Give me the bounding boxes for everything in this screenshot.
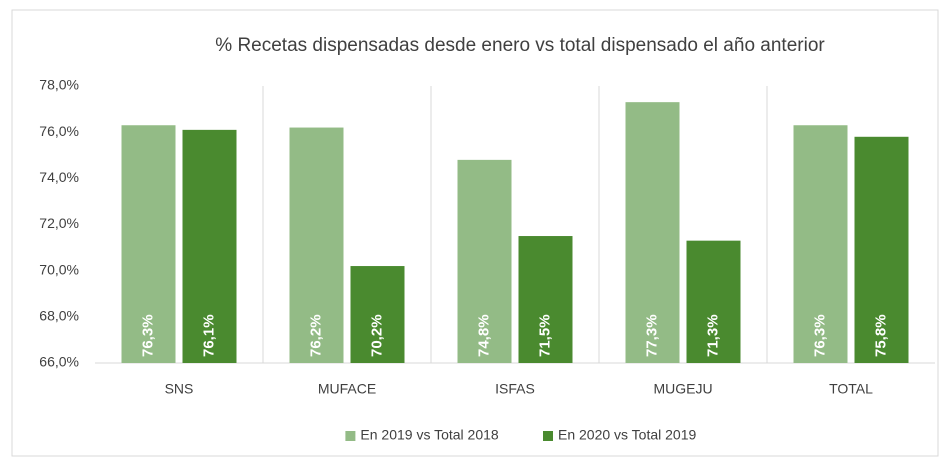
legend-label: En 2020 vs Total 2019 xyxy=(558,427,697,443)
bar xyxy=(350,266,405,363)
data-label: 70,2% xyxy=(368,314,385,357)
bar xyxy=(457,159,512,363)
bar xyxy=(793,125,848,363)
bar xyxy=(121,125,176,363)
x-tick-label: TOTAL xyxy=(829,381,873,397)
x-tick-label: MUGEJU xyxy=(653,381,712,397)
y-tick-label: 76,0% xyxy=(39,123,79,139)
data-label: 76,3% xyxy=(811,314,828,357)
legend-swatch xyxy=(543,431,553,441)
bar xyxy=(518,236,573,363)
data-label: 76,1% xyxy=(200,314,217,357)
y-tick-label: 78,0% xyxy=(39,77,79,93)
x-tick-label: MUFACE xyxy=(318,381,376,397)
x-tick-label: ISFAS xyxy=(495,381,535,397)
y-tick-label: 68,0% xyxy=(39,308,79,324)
bar xyxy=(854,136,909,363)
chart-title: % Recetas dispensadas desde enero vs tot… xyxy=(215,35,825,56)
bar xyxy=(182,129,237,363)
data-label: 75,8% xyxy=(872,314,889,357)
y-tick-label: 72,0% xyxy=(39,215,79,231)
data-label: 71,5% xyxy=(536,314,553,357)
y-tick-label: 66,0% xyxy=(39,354,79,370)
bar xyxy=(625,102,680,364)
x-tick-label: SNS xyxy=(165,381,194,397)
data-label: 77,3% xyxy=(643,314,660,357)
bar xyxy=(686,240,741,363)
y-tick-label: 74,0% xyxy=(39,169,79,185)
data-label: 74,8% xyxy=(475,314,492,357)
data-label: 76,3% xyxy=(139,314,156,357)
legend-label: En 2019 vs Total 2018 xyxy=(360,427,499,443)
data-label: 76,2% xyxy=(307,314,324,357)
y-tick-label: 70,0% xyxy=(39,261,79,277)
data-label: 71,3% xyxy=(704,314,721,357)
bar xyxy=(289,127,344,363)
legend-swatch xyxy=(345,431,356,441)
